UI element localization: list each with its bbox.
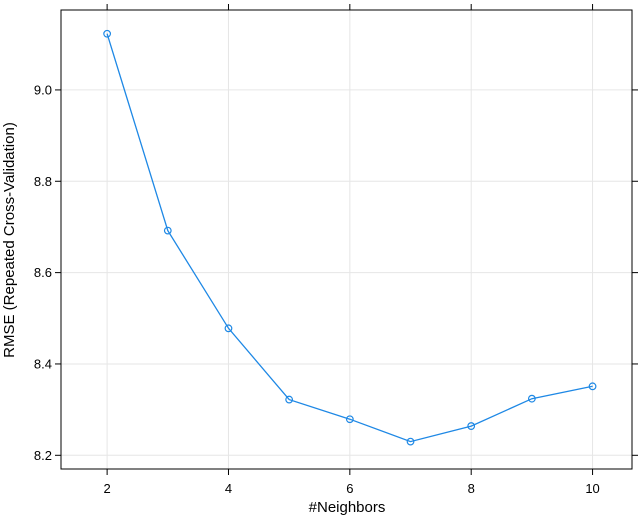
- y-tick-label: 9.0: [34, 82, 52, 97]
- plot-border: [60, 9, 633, 470]
- x-tick-label: 8: [468, 481, 475, 496]
- y-axis-title: RMSE (Repeated Cross-Validation): [1, 122, 18, 358]
- y-tick-label: 8.2: [34, 448, 52, 463]
- y-tick-label: 8.6: [34, 265, 52, 280]
- x-axis-title: #Neighbors: [309, 499, 386, 516]
- data-point: [406, 437, 415, 446]
- plot-frame: [60, 9, 633, 470]
- y-tick-label: 8.4: [34, 356, 52, 371]
- y-tick-label: 8.8: [34, 174, 52, 189]
- x-tick-label: 4: [225, 481, 232, 496]
- data-point: [224, 324, 233, 333]
- data-point: [285, 395, 294, 404]
- grid: [61, 10, 632, 469]
- data-point: [345, 415, 354, 424]
- series-line: [106, 33, 593, 443]
- data-point: [467, 422, 476, 430]
- x-tick-label: 2: [103, 481, 110, 496]
- data-point: [588, 382, 597, 391]
- x-tick-label: 10: [585, 481, 599, 496]
- axis-ticks: 2 4 6 8 10 8.2 8.4 8.6 8.8 9.0: [34, 4, 638, 496]
- data-point: [527, 394, 536, 403]
- data-point: [163, 226, 172, 235]
- series: [103, 29, 597, 446]
- data-point: [103, 29, 112, 38]
- x-tick-label: 6: [346, 481, 353, 496]
